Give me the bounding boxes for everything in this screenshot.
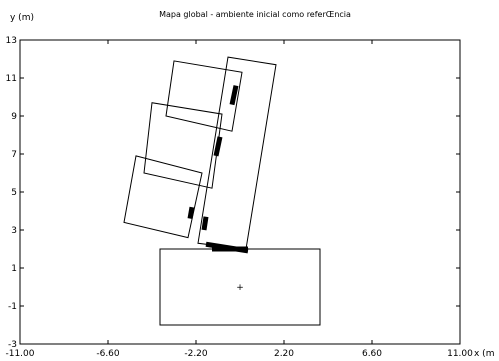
x-tick-label: 6.60	[362, 349, 382, 359]
y-tick-label: -1	[8, 302, 17, 312]
y-tick-label: 1	[11, 264, 17, 274]
y-tick-label: 9	[11, 112, 17, 122]
door-upper	[229, 85, 239, 106]
room-lower	[123, 155, 203, 239]
door-lower-right	[201, 216, 209, 231]
chart-title: Mapa global - ambiente inicial como refe…	[159, 10, 351, 19]
x-tick-label: -6.60	[96, 349, 120, 359]
y-tick-label: 11	[6, 74, 17, 84]
x-tick-label: -11.00	[5, 349, 34, 359]
y-tick-label: 13	[6, 36, 17, 46]
x-axis-label: x (m	[474, 349, 494, 359]
y-tick-label: 3	[11, 226, 17, 236]
y-tick-label: 5	[11, 188, 17, 198]
y-tick-label: -3	[8, 340, 17, 350]
x-tick-label: 11.00	[447, 349, 473, 359]
x-tick-label: -2.20	[184, 349, 208, 359]
origin-marker: +	[236, 283, 244, 293]
room-upper	[165, 60, 243, 132]
y-axis-label: y (m)	[10, 13, 34, 23]
door-middle	[213, 136, 223, 157]
door-lower-left	[187, 206, 195, 220]
y-tick-label: 7	[11, 150, 17, 160]
initial-room	[159, 248, 321, 326]
x-tick-label: 2.20	[274, 349, 294, 359]
room-middle	[143, 102, 223, 189]
